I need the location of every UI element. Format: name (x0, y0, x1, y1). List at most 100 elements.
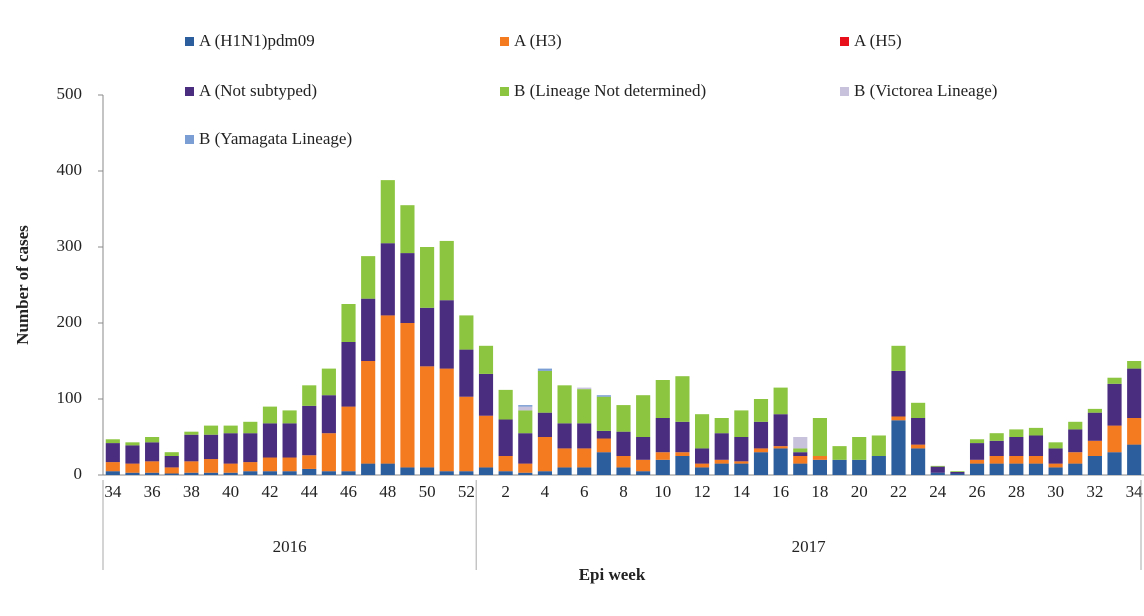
bar-segment (420, 467, 435, 475)
x-tick-label: 28 (1008, 482, 1025, 501)
x-tick-label: 34 (104, 482, 122, 501)
legend-swatch (185, 135, 194, 144)
bar-segment (459, 471, 474, 475)
bar-segment (243, 433, 258, 463)
bar-segment (184, 472, 199, 475)
bar-segment (1127, 368, 1142, 418)
x-tick-label: 52 (458, 482, 475, 501)
bar-segment (203, 459, 219, 473)
bar-segment (321, 368, 336, 396)
x-tick-label: 14 (733, 482, 751, 501)
bar-segment (400, 323, 415, 468)
bar-segment (577, 423, 592, 449)
bar-segment (616, 431, 631, 456)
legend-swatch (840, 37, 849, 46)
bar-segment (636, 437, 651, 460)
bar-segment (891, 416, 906, 421)
bar-segment (223, 425, 238, 434)
bar-segment (145, 442, 160, 462)
bar-segment (577, 389, 592, 424)
x-tick-label: 24 (929, 482, 947, 501)
bar-segment (203, 472, 219, 475)
bar-segment (1087, 440, 1102, 456)
bar-segment (1048, 467, 1063, 475)
bar-segment (321, 471, 336, 475)
bar-segment (675, 421, 690, 453)
bar-segment (459, 396, 474, 472)
bar-segment (871, 456, 886, 475)
bar-segment (302, 385, 317, 406)
bar-segment (478, 373, 494, 416)
bar-segment (969, 439, 985, 444)
bar-segment (537, 370, 553, 413)
bar-segment (125, 442, 140, 446)
bar-segment (911, 418, 926, 445)
bar-segment (616, 467, 631, 475)
bar-segment (243, 421, 258, 434)
bar-segment (734, 461, 749, 464)
bar-segment (655, 459, 670, 475)
y-tick-label: 0 (74, 464, 83, 483)
bar-segment (753, 421, 769, 449)
x-tick-label: 46 (340, 482, 357, 501)
bar-segment (577, 448, 592, 468)
bar-segment (262, 423, 278, 458)
bar-segment (950, 471, 965, 472)
bar-segment (773, 387, 788, 415)
bar-segment (812, 418, 827, 456)
x-tick-label: 40 (222, 482, 239, 501)
bar-segment (714, 418, 729, 434)
x-tick-label: 38 (183, 482, 200, 501)
bar-segment (459, 315, 474, 350)
bar-segment (1127, 361, 1142, 369)
bar-segment (439, 368, 454, 472)
bar-segment (734, 463, 749, 475)
bar-segment (596, 396, 611, 431)
x-tick-label: 34 (1126, 482, 1144, 501)
bar-segment (341, 406, 356, 472)
legend-label: B (Yamagata Lineage) (199, 129, 352, 148)
bar-segment (1009, 429, 1024, 437)
y-tick-label: 300 (57, 236, 83, 255)
bar-segment (1127, 418, 1142, 445)
bar-segment (1009, 456, 1024, 464)
bar-segment (164, 456, 179, 468)
bar-segment (832, 459, 847, 475)
x-tick-label: 16 (772, 482, 789, 501)
bar-segment (989, 440, 1004, 456)
y-tick-label: 200 (57, 312, 83, 331)
bar-segment (420, 366, 435, 468)
bar-segment (753, 448, 769, 453)
bar-segment (557, 467, 572, 475)
bar-segment (184, 461, 199, 473)
bar-segment (537, 412, 553, 437)
bar-segment (911, 444, 926, 449)
bar-segment (655, 380, 670, 418)
bar-segment (773, 446, 788, 449)
bar-segment (734, 437, 749, 462)
bar-segment (950, 471, 965, 474)
bar-segment (675, 376, 690, 422)
bar-segment (262, 457, 278, 472)
bar-segment (203, 425, 219, 435)
x-tick-label: 48 (379, 482, 396, 501)
bar-segment (537, 471, 553, 475)
legend-swatch (500, 37, 509, 46)
bar-segment (380, 315, 395, 464)
bar-segment (341, 471, 356, 475)
bar-segment (380, 463, 395, 475)
bar-segment (105, 439, 120, 444)
legend-label: A (Not subtyped) (199, 81, 317, 100)
bar-segment (1028, 456, 1044, 464)
bar-segment (852, 437, 867, 460)
bar-segment (714, 459, 729, 464)
bar-segment (557, 448, 572, 468)
bar-segment (361, 256, 376, 299)
bar-segment (125, 472, 140, 475)
bar-segment (655, 452, 670, 460)
bar-segment (694, 467, 710, 475)
bar-segment (577, 467, 592, 475)
bar-segment (714, 433, 729, 460)
bar-segment (891, 370, 906, 417)
legend-swatch (840, 87, 849, 96)
